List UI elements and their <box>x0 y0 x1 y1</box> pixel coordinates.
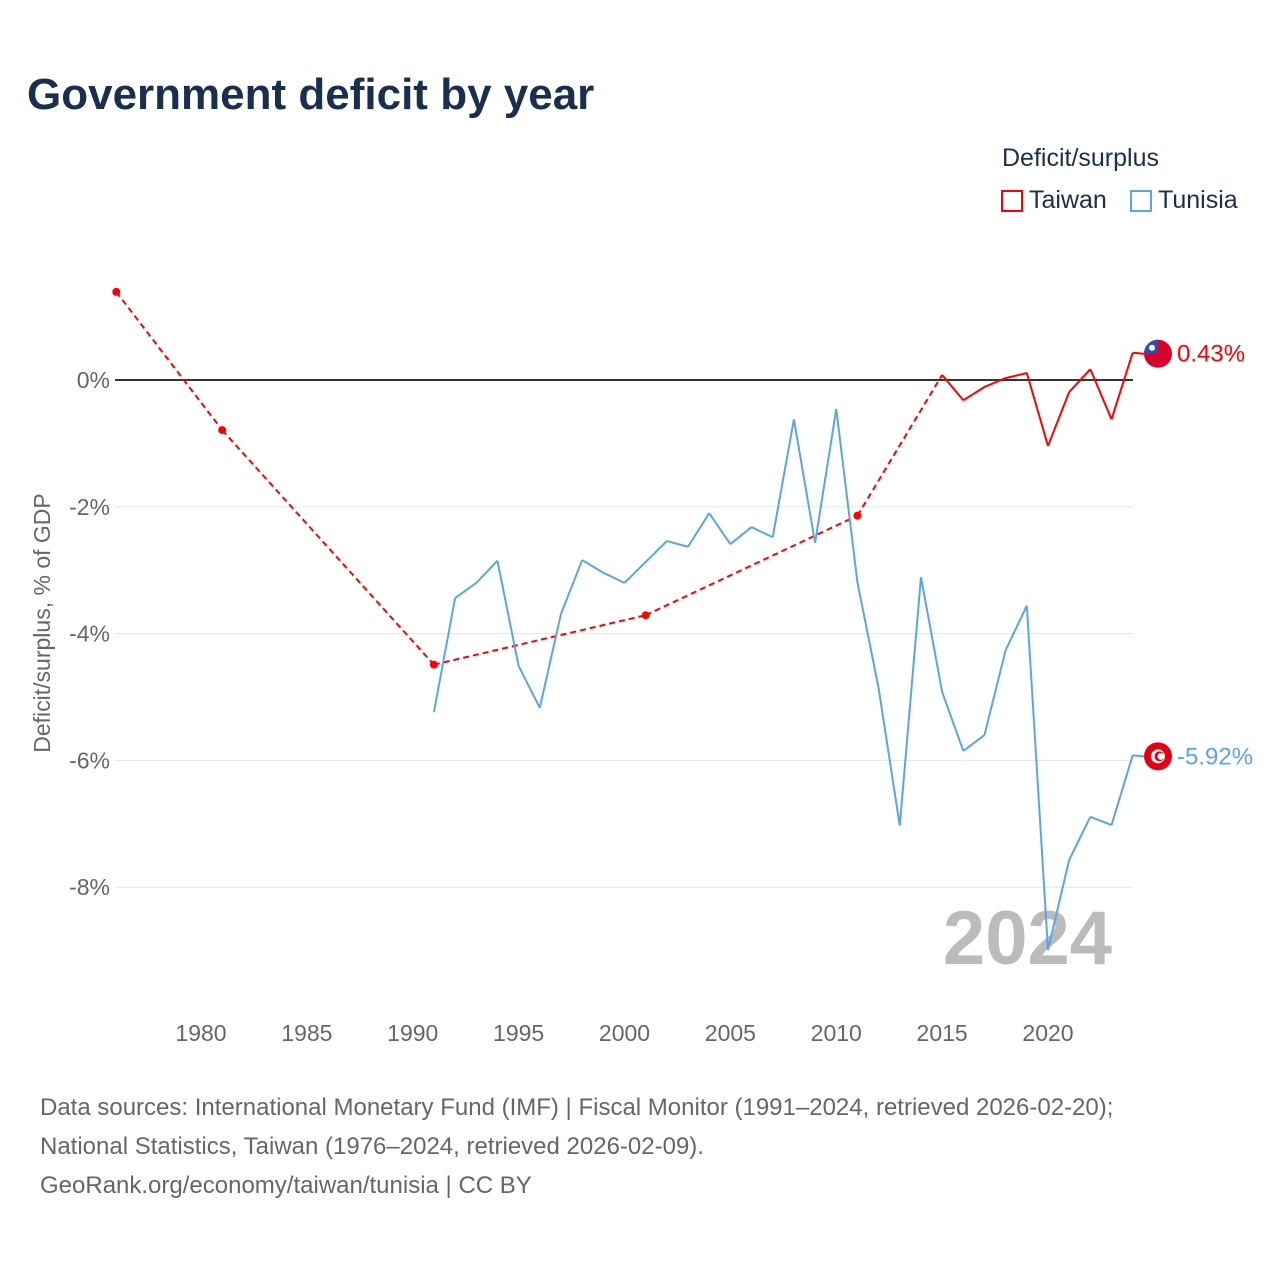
tunisia-end-label: -5.92% <box>1177 743 1253 770</box>
x-tick-label: 2010 <box>811 1020 862 1046</box>
footer-credit[interactable]: GeoRank.org/economy/taiwan/tunisia | CC … <box>40 1172 532 1199</box>
taiwan-point <box>112 287 121 296</box>
taiwan-point <box>853 511 862 520</box>
tunisia-flag-icon <box>1144 742 1172 771</box>
end-connector <box>1132 351 1145 355</box>
y-tick-label: 0% <box>77 367 110 393</box>
x-tick-label: 1980 <box>175 1020 226 1046</box>
footer-sources-1: Data sources: International Monetary Fun… <box>40 1094 1114 1121</box>
x-tick-label: 2000 <box>599 1020 650 1046</box>
legend-swatch-tunisia <box>1130 189 1152 212</box>
taiwan-dashed-line <box>115 291 943 666</box>
chart-title: Government deficit by year <box>27 70 595 119</box>
legend-label-tunisia: Tunisia <box>1158 186 1238 214</box>
taiwan-point <box>429 660 438 669</box>
legend-label-taiwan: Taiwan <box>1029 186 1107 214</box>
footer-sources-2: National Statistics, Taiwan (1976–2024, … <box>40 1133 704 1160</box>
y-tick-label: -4% <box>69 621 110 647</box>
x-tick-label: 2020 <box>1022 1020 1073 1046</box>
x-tick-label: 1985 <box>281 1020 332 1046</box>
x-tick-label: 1995 <box>493 1020 544 1046</box>
legend-swatch-taiwan <box>1001 189 1023 212</box>
legend-item-tunisia[interactable]: Tunisia <box>1130 186 1238 215</box>
taiwan-line <box>941 352 1134 447</box>
flag-sun <box>1149 344 1155 351</box>
x-tick-label: 2005 <box>705 1020 756 1046</box>
chart-area: 0% -2% -4% -6% -8% 1980 1985 1990 1995 2000 2005 20… <box>29 287 1253 1046</box>
taiwan-point <box>641 611 650 620</box>
taiwan-flag-icon <box>1144 339 1172 368</box>
flag-crescent-cut <box>1157 752 1165 760</box>
x-tick-label: 1990 <box>387 1020 438 1046</box>
y-tick-label: -8% <box>69 874 110 900</box>
y-axis-label: Deficit/surplus, % of GDP <box>29 493 55 752</box>
legend-item-taiwan[interactable]: Taiwan <box>1001 186 1107 215</box>
taiwan-end-label: 0.43% <box>1177 341 1245 368</box>
end-connector <box>1132 754 1145 758</box>
tunisia-line <box>432 409 1134 951</box>
footer: Data sources: International Monetary Fun… <box>40 1088 1113 1205</box>
taiwan-point <box>218 426 227 435</box>
x-tick-label: 2015 <box>917 1020 968 1046</box>
legend-title: Deficit/surplus <box>1002 144 1159 172</box>
year-watermark: 2024 <box>943 896 1112 981</box>
y-tick-label: -2% <box>69 494 110 520</box>
y-tick-label: -6% <box>69 747 110 773</box>
